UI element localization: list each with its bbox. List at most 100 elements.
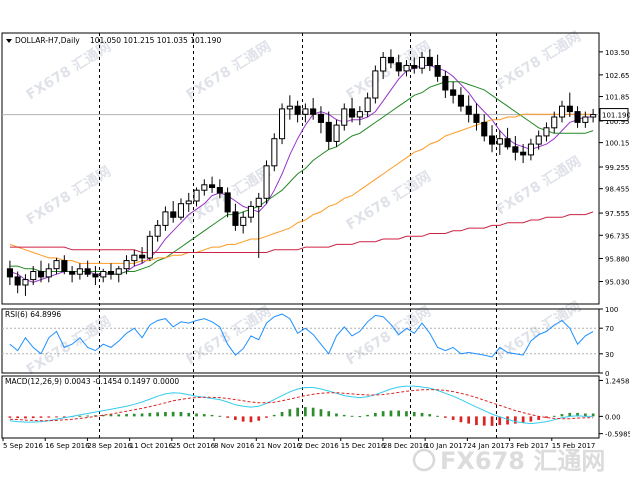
price-panel-frame [1,32,600,305]
candle-54 [426,49,433,71]
candle-53 [419,51,426,74]
macd-histogram-bar-41 [327,411,331,417]
date-axis-label-9: 28 Dec 2016 [383,442,428,450]
macd-histogram-bar-35 [280,412,284,417]
candle-body-4 [38,271,45,278]
moving-average-line-1 [9,81,594,275]
candle-15 [123,255,130,275]
macd-histogram-bar-65 [514,416,517,424]
candle-body-66 [520,151,527,156]
candle-6 [53,257,60,275]
macd-histogram-bar-19 [156,412,159,417]
candle-body-10 [84,268,91,275]
candle-body-7 [61,260,68,272]
macd-histogram-bar-58 [459,416,463,423]
candle-body-60 [473,113,480,123]
macd-histogram-bar-11 [94,415,97,417]
candle-body-62 [489,135,496,145]
candle-8 [69,266,76,283]
macd-histogram-bar-23 [187,412,191,417]
candle-body-2 [22,279,29,286]
candle-body-30 [240,216,247,226]
candle-body-33 [263,165,270,199]
candle-60 [473,103,480,131]
candle-10 [84,260,91,277]
candle-body-43 [341,108,348,126]
macd-histogram-bar-33 [265,416,268,418]
price-axis-label-8: 96.735 [605,232,630,240]
candle-2 [22,274,29,296]
dropdown-arrow-icon [6,39,12,43]
candle-body-72 [566,105,573,113]
rsi-header: RSI(6) 64.8996 [5,310,61,319]
date-axis-label-0: 5 Sep 2016 [3,442,43,450]
candle-19 [154,219,161,242]
candle-body-38 [302,108,309,115]
macd-histogram-bar-22 [179,412,183,417]
candle-38 [302,103,309,123]
price-axis-label-10: 95.030 [605,279,630,287]
candle-34 [271,133,278,172]
candle-body-27 [216,187,223,194]
macd-histogram-bar-73 [576,412,579,417]
macd-header: MACD(12,26,9) 0.0043 -0.1454 0.1497 0.00… [5,377,179,386]
candle-body-71 [559,105,566,118]
candle-55 [434,54,441,82]
macd-histogram-bar-51 [405,411,408,417]
macd-axis-label-1: 0.00 [605,413,621,421]
macd-histogram-bar-49 [389,410,393,417]
macd-histogram-bar-44 [350,415,354,417]
candle-57 [450,81,457,104]
macd-histogram-bar-15 [125,414,128,417]
candle-74 [582,111,589,128]
candle-11 [92,266,99,286]
macd-histogram-bar-53 [420,412,424,417]
candle-body-47 [372,70,379,99]
candle-body-14 [115,268,122,275]
candle-43 [341,103,348,131]
macd-histogram-bar-24 [195,413,198,417]
moving-average-line-0 [9,65,594,283]
candle-body-34 [271,138,278,167]
price-axis-label-3: 100.955 [605,118,630,126]
candle-56 [442,70,449,99]
candle-18 [146,230,153,261]
ohlc-header: 101.050 101.215 101.035 101.190 [90,36,221,45]
candle-7 [61,255,68,275]
macd-histogram-bar-50 [397,410,400,417]
candle-body-54 [426,56,433,67]
candle-48 [380,51,387,80]
candle-body-32 [255,197,262,207]
candle-73 [574,106,581,128]
macd-line [9,385,594,425]
candle-body-15 [123,260,130,270]
candle-46 [364,92,371,118]
candle-body-13 [108,271,115,275]
candle-body-48 [380,56,387,72]
candle-0 [6,260,13,286]
candle-65 [512,135,519,161]
date-axis-label-8: 15 Dec 2016 [341,442,386,450]
candle-body-31 [247,205,254,218]
macd-histogram-bar-39 [311,407,315,417]
current-price-label: 101.190 [602,112,630,120]
macd-panel-frame [1,375,600,439]
candle-body-40 [317,113,324,123]
candle-body-56 [442,75,449,91]
rsi-axis-label-2: 30 [605,351,614,359]
macd-histogram-bar-14 [117,414,121,417]
candle-body-42 [333,124,340,142]
candle-body-69 [543,127,550,137]
candle-14 [115,266,122,283]
macd-histogram-bar-20 [164,412,167,417]
macd-histogram-bar-52 [412,412,416,417]
macd-histogram-bar-29 [234,416,237,420]
candle-body-59 [465,105,472,115]
footer-brand-text: FX678 汇通网 [440,447,605,475]
date-axis-label-1: 16 Sep 2016 [45,442,90,450]
candle-23 [185,192,192,212]
candle-24 [193,187,200,207]
macd-histogram-bar-10 [86,415,89,417]
candle-66 [520,144,527,164]
